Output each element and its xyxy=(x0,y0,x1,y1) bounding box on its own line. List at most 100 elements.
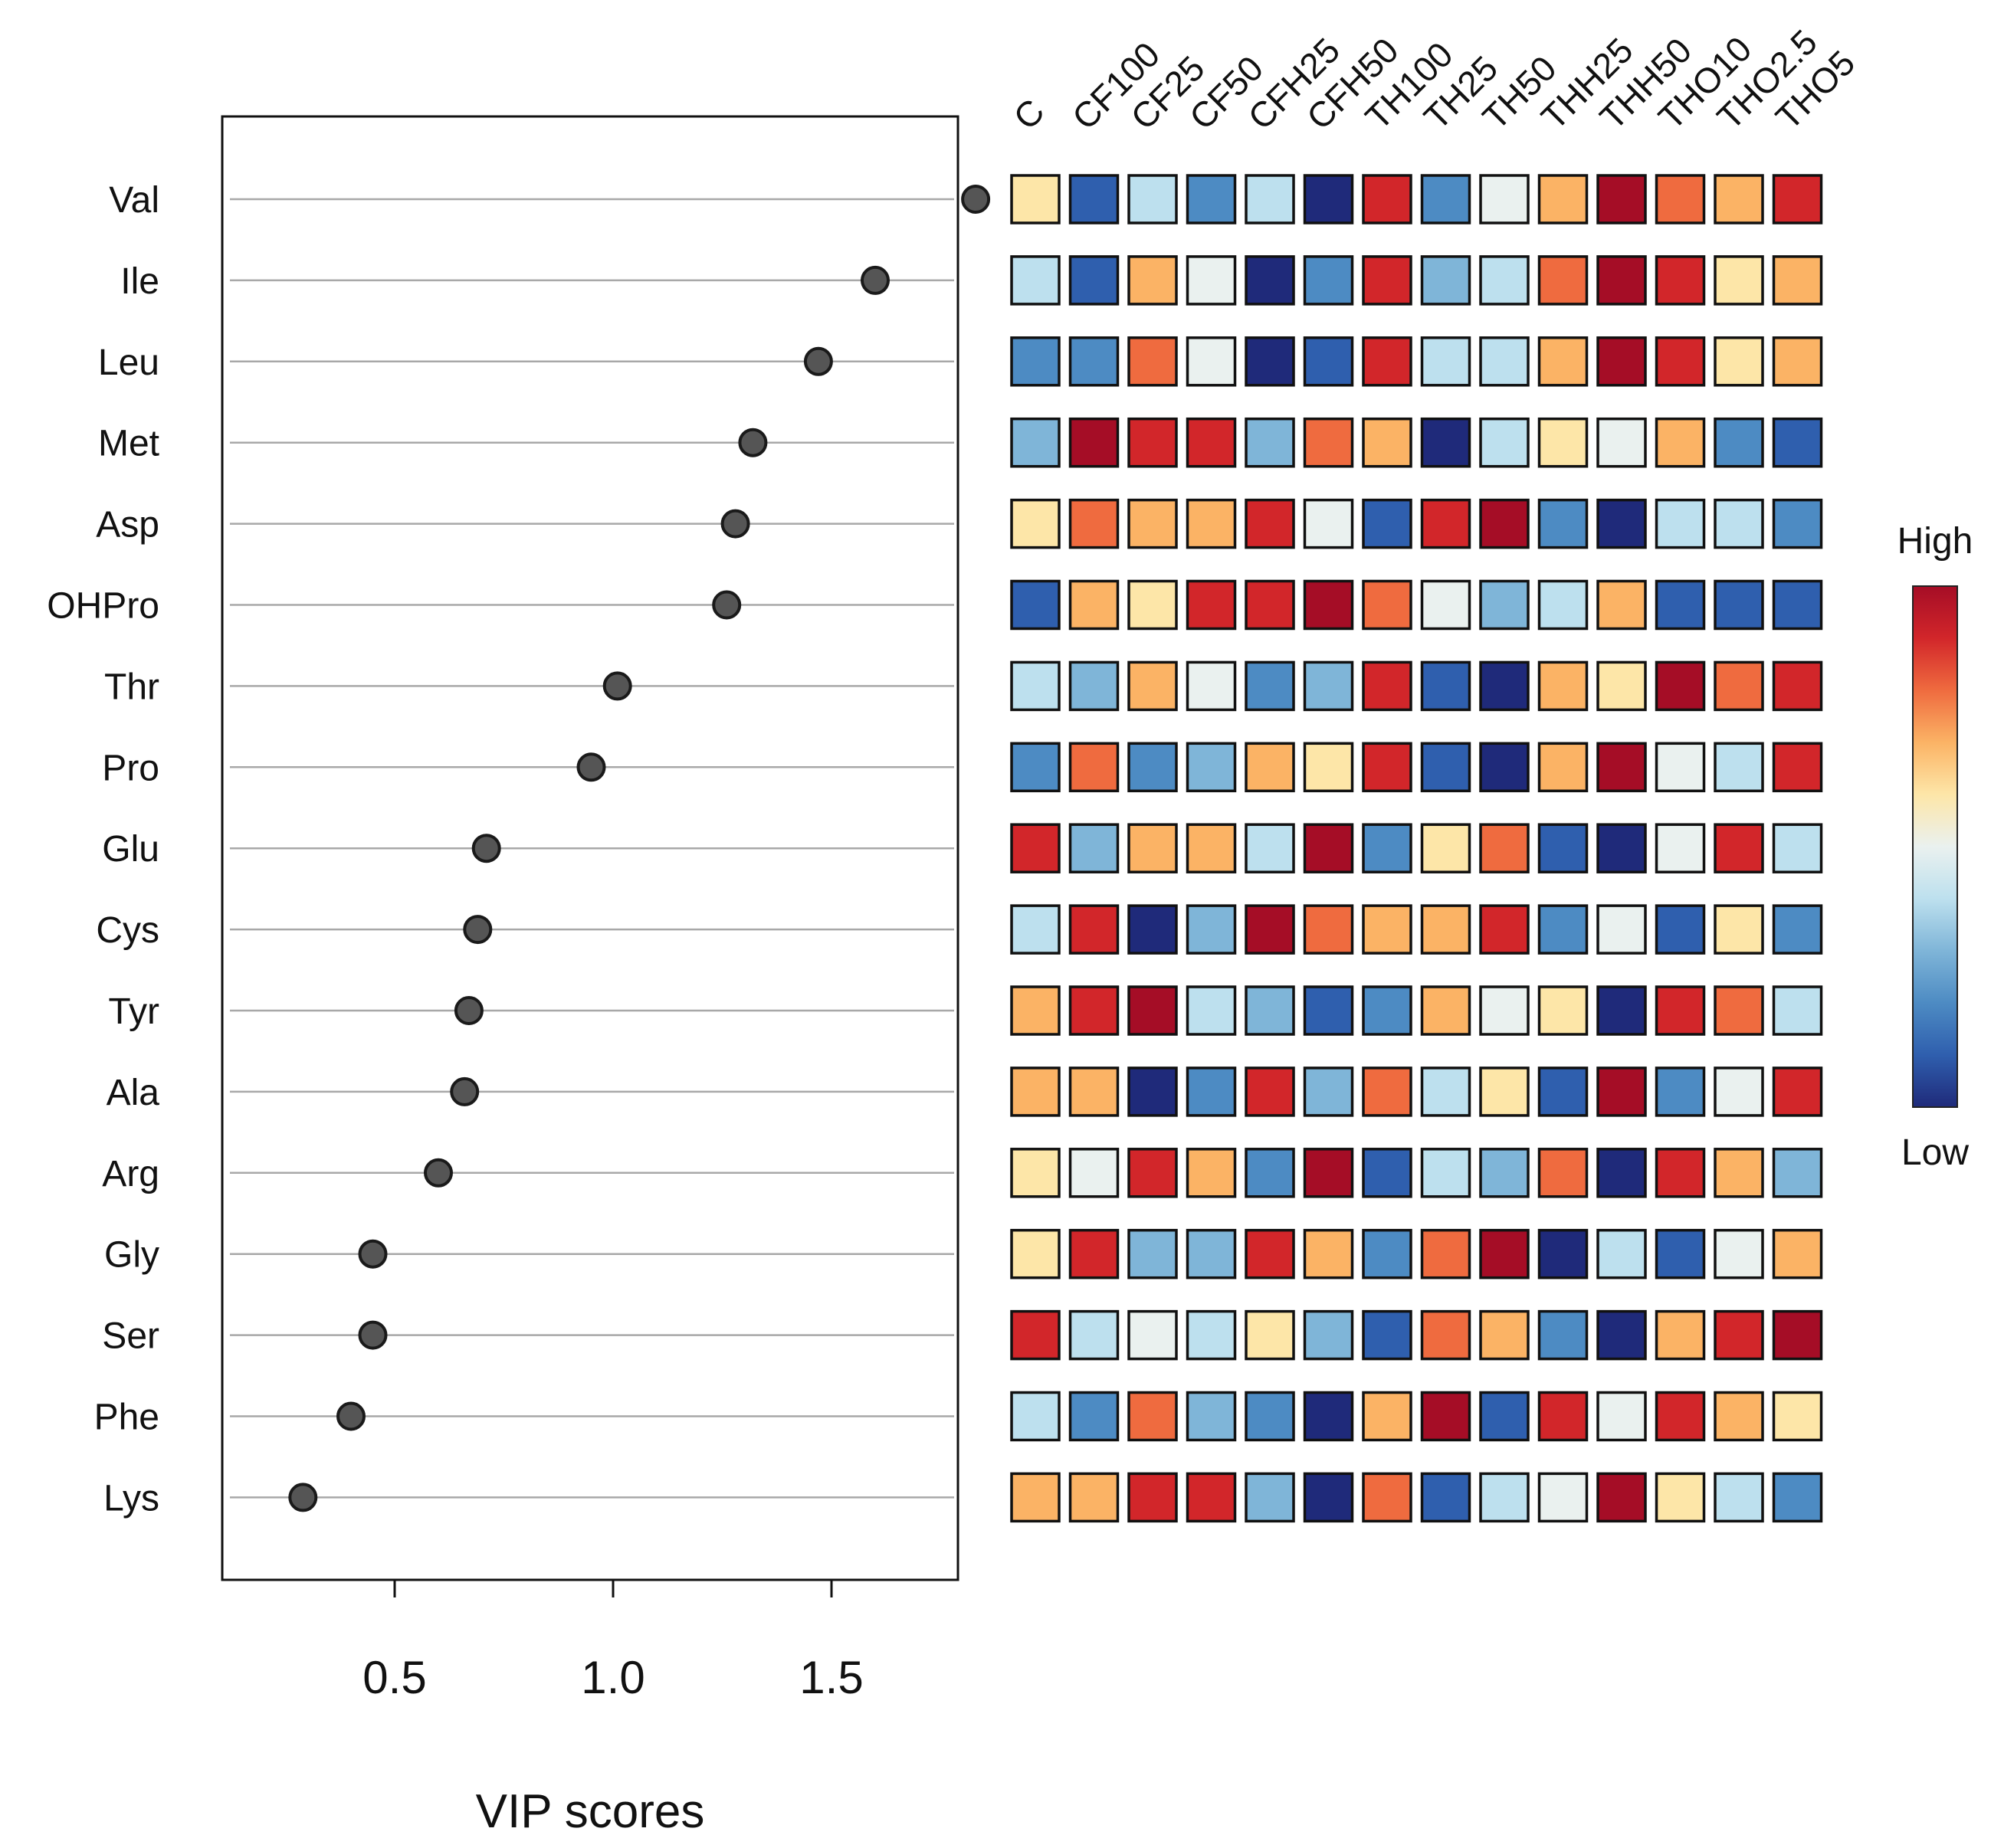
heatmap-cell xyxy=(1772,742,1823,793)
heatmap-cell xyxy=(1127,985,1178,1036)
heatmap-cell xyxy=(1714,823,1764,873)
heatmap-cell xyxy=(1068,579,1120,631)
heatmap-cell xyxy=(1420,255,1471,306)
heatmap-cell xyxy=(1186,823,1237,873)
heatmap-cell xyxy=(1655,1309,1706,1361)
heatmap-cell xyxy=(1127,1067,1178,1117)
vip-dot xyxy=(803,346,833,376)
row-label: Gly xyxy=(104,1235,159,1276)
heatmap-cell xyxy=(1537,904,1589,955)
heatmap-cell xyxy=(1068,660,1120,712)
legend-low-label: Low xyxy=(1901,1132,1969,1173)
row-label: Glu xyxy=(102,829,159,870)
heatmap-cell xyxy=(1245,579,1295,631)
heatmap-cell xyxy=(1537,1067,1589,1117)
heatmap-cell xyxy=(1010,1472,1061,1523)
heatmap-cell xyxy=(1537,823,1589,873)
heatmap-cell xyxy=(1714,660,1764,712)
heatmap-cell xyxy=(1010,336,1061,387)
vip-dot xyxy=(288,1483,318,1512)
heatmap-cell xyxy=(1420,1309,1471,1361)
heatmap-cell xyxy=(1186,174,1237,224)
heatmap-cell xyxy=(1010,255,1061,306)
heatmap-cell xyxy=(1127,1309,1178,1361)
heatmap-cell xyxy=(1420,1472,1471,1523)
heatmap-cell xyxy=(1537,742,1589,793)
heatmap-cell xyxy=(1596,823,1647,873)
heatmap-column-labels: C CF100CF25CF50CFH25CFH50TH100TH25TH50THH… xyxy=(1005,21,1862,137)
heatmap-cell xyxy=(1010,904,1061,955)
heatmap-cell xyxy=(1303,660,1354,712)
heatmap-cell xyxy=(1010,498,1061,549)
heatmap-cell xyxy=(1068,742,1120,793)
heatmap-cell xyxy=(1127,904,1178,955)
heatmap-cell xyxy=(1479,742,1530,793)
heatmap-cell xyxy=(1479,1067,1530,1117)
heatmap-cell xyxy=(1714,1309,1764,1361)
heatmap-cell xyxy=(1362,417,1412,468)
heatmap-cell xyxy=(1010,1067,1061,1117)
heatmap-cell xyxy=(1186,1067,1237,1117)
heatmap-cell xyxy=(1479,823,1530,873)
heatmap-cell xyxy=(1772,1148,1823,1198)
heatmap-cell xyxy=(1420,1067,1471,1117)
heatmap-cell xyxy=(1303,1148,1354,1198)
row-label: Tyr xyxy=(108,991,159,1032)
vip-dot xyxy=(861,265,890,295)
heatmap-cell xyxy=(1186,1472,1237,1523)
heatmap-cell xyxy=(1479,985,1530,1036)
heatmap-cell xyxy=(1479,498,1530,549)
x-tick-label: 1.5 xyxy=(799,1652,863,1703)
heatmap-cell xyxy=(1362,255,1412,306)
heatmap-cell xyxy=(1655,985,1706,1036)
heatmap-cell xyxy=(1186,1391,1237,1442)
heatmap-cell xyxy=(1186,985,1237,1036)
row-label: Ile xyxy=(120,261,159,302)
row-label: Arg xyxy=(102,1154,159,1194)
heatmap-cell xyxy=(1714,579,1764,631)
heatmap-cell xyxy=(1596,255,1647,306)
heatmap-cell xyxy=(1068,498,1120,549)
heatmap-cell xyxy=(1245,742,1295,793)
heatmap-cell xyxy=(1655,823,1706,873)
heatmap-cell xyxy=(1772,660,1823,712)
heatmap-cell xyxy=(1010,985,1061,1036)
heatmap-cell xyxy=(1186,417,1237,468)
row-label: Lys xyxy=(103,1478,159,1519)
heatmap-cell xyxy=(1127,823,1178,873)
heatmap-cell xyxy=(1479,660,1530,712)
heatmap-cell xyxy=(1303,985,1354,1036)
heatmap-cell xyxy=(1245,417,1295,468)
heatmap-cell xyxy=(1420,174,1471,224)
heatmap-cell xyxy=(1596,1472,1647,1523)
row-label: Phe xyxy=(94,1397,159,1438)
heatmap-panel: C CF100CF25CF50CFH25CFH50TH100TH25TH50THH… xyxy=(1005,21,1862,1523)
heatmap-cell xyxy=(1714,904,1764,955)
vip-dot xyxy=(450,1076,480,1106)
heatmap-cell xyxy=(1420,1148,1471,1198)
heatmap-cell xyxy=(1127,336,1178,387)
x-tick-label: 0.5 xyxy=(362,1652,426,1703)
heatmap-cell xyxy=(1714,1148,1764,1198)
heatmap-cell xyxy=(1362,904,1412,955)
heatmap-cell xyxy=(1655,498,1706,549)
heatmap-cell xyxy=(1245,498,1295,549)
heatmap-cell xyxy=(1362,1067,1412,1117)
vip-dot xyxy=(720,509,750,539)
heatmap-cell xyxy=(1596,336,1647,387)
vip-row-labels: Val Ile Leu Met Asp OHPro Thr Pro Glu Cys Tyr Ala Ar… xyxy=(47,180,159,1519)
heatmap-cell xyxy=(1420,985,1471,1036)
row-label: Cys xyxy=(96,910,159,951)
heatmap-cell xyxy=(1362,823,1412,873)
vip-x-axis: 0.5 1.0 1.5 xyxy=(362,1578,864,1703)
heatmap-cell xyxy=(1479,1309,1530,1361)
heatmap-cell xyxy=(1245,985,1295,1036)
heatmap-cell xyxy=(1537,579,1589,631)
color-legend: High Low xyxy=(1898,521,1973,1173)
heatmap-cell xyxy=(1303,742,1354,793)
heatmap-cell xyxy=(1245,823,1295,873)
heatmap-cell xyxy=(1303,823,1354,873)
heatmap-cell xyxy=(1772,904,1823,955)
heatmap-cell xyxy=(1596,417,1647,468)
heatmap-cell xyxy=(1127,1148,1178,1198)
